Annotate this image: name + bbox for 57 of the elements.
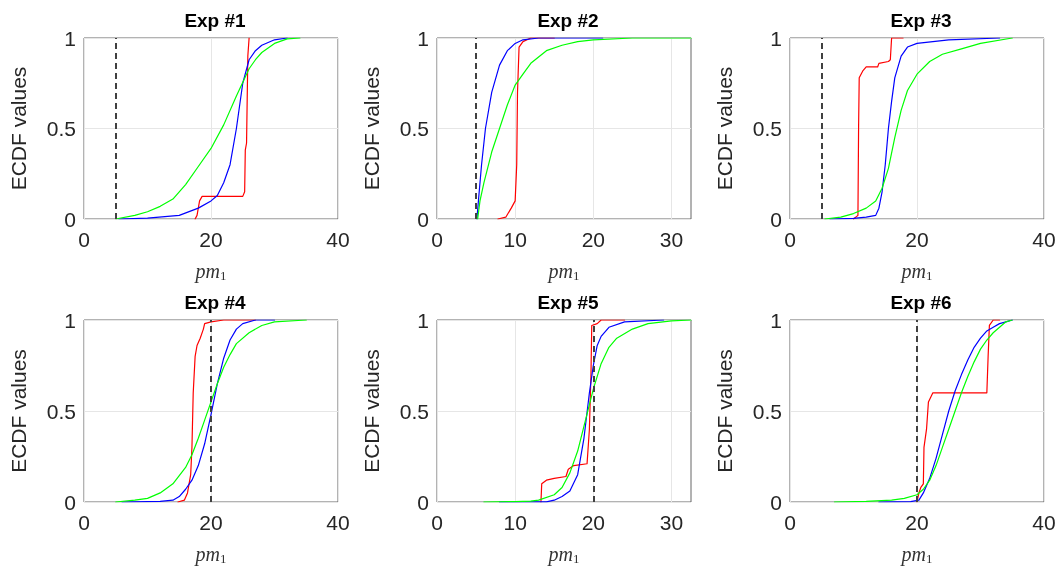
x-tick-label: 40 bbox=[326, 228, 350, 251]
x-tick-label: 30 bbox=[659, 511, 684, 534]
x-tick-label: 20 bbox=[581, 511, 605, 534]
y-tick-label: 0.5 bbox=[752, 117, 782, 140]
y-tick-label: 0 bbox=[64, 207, 76, 231]
x-tick-label: 0 bbox=[78, 511, 90, 534]
line-series bbox=[483, 319, 692, 503]
x-tick-label: 20 bbox=[905, 228, 929, 251]
x-tick-label: 40 bbox=[1032, 228, 1056, 251]
line-series bbox=[852, 37, 904, 220]
x-tick-label: 10 bbox=[503, 511, 527, 534]
x-tick-label: 0 bbox=[784, 511, 796, 534]
x-tick-label: 10 bbox=[503, 228, 527, 251]
x-tick-label: 40 bbox=[326, 511, 350, 534]
y-tick-label: 1 bbox=[417, 308, 429, 332]
x-tick-label: 0 bbox=[78, 228, 90, 251]
y-tick-label: 1 bbox=[64, 26, 76, 50]
chart-title: Exp #4 bbox=[184, 292, 247, 313]
chart-title: Exp #5 bbox=[537, 292, 600, 313]
x-tick-label: 20 bbox=[199, 511, 223, 534]
y-axis-title: ECDF values bbox=[360, 66, 383, 191]
y-tick-label: 0.5 bbox=[752, 399, 782, 423]
y-axis-title: ECDF values bbox=[7, 349, 30, 473]
y-axis-title: ECDF values bbox=[713, 349, 736, 473]
y-tick-label: 1 bbox=[770, 26, 782, 50]
x-tick-label: 20 bbox=[581, 228, 605, 251]
y-tick-label: 0.5 bbox=[399, 399, 429, 423]
line-series bbox=[115, 319, 307, 503]
y-tick-label: 0.5 bbox=[399, 117, 429, 140]
x-tick-label: 20 bbox=[905, 511, 929, 534]
line-series bbox=[194, 37, 250, 220]
y-tick-label: 1 bbox=[64, 308, 76, 332]
line-series bbox=[833, 319, 1013, 503]
chart-title: Exp #2 bbox=[537, 10, 599, 31]
x-tick-label: 30 bbox=[659, 228, 684, 251]
x-tick-label: 20 bbox=[199, 228, 223, 251]
line-series bbox=[540, 319, 626, 503]
y-tick-label: 0 bbox=[770, 207, 782, 231]
y-tick-label: 0 bbox=[417, 490, 429, 514]
chart-title: Exp #1 bbox=[184, 10, 247, 31]
chart-title: Exp #3 bbox=[890, 10, 952, 31]
x-tick-label: 0 bbox=[431, 511, 443, 534]
y-tick-label: 1 bbox=[770, 308, 782, 332]
y-tick-label: 0 bbox=[64, 490, 76, 514]
y-tick-label: 0.5 bbox=[46, 117, 76, 140]
y-tick-label: 0.5 bbox=[46, 399, 76, 423]
y-tick-label: 0 bbox=[417, 207, 429, 231]
y-tick-label: 0 bbox=[770, 490, 782, 514]
x-tick-label: 40 bbox=[1032, 511, 1056, 534]
line-series bbox=[477, 37, 692, 220]
y-axis-title: ECDF values bbox=[7, 66, 30, 191]
chart-title: Exp #6 bbox=[890, 292, 952, 313]
y-axis-title: ECDF values bbox=[360, 349, 383, 473]
y-tick-label: 1 bbox=[417, 26, 429, 50]
x-tick-label: 0 bbox=[784, 228, 796, 251]
x-tick-label: 0 bbox=[431, 228, 443, 251]
y-axis-title: ECDF values bbox=[713, 66, 736, 191]
